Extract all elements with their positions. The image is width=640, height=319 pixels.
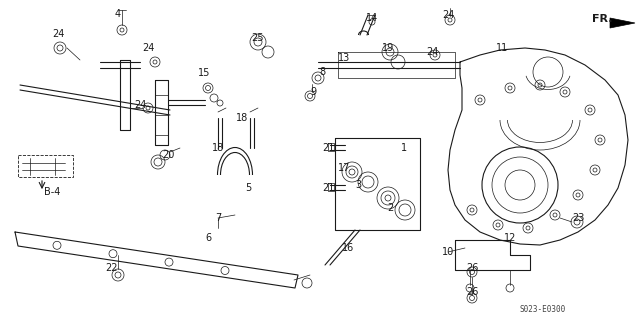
Text: 6: 6 — [205, 233, 211, 243]
Text: 25: 25 — [252, 33, 264, 43]
Text: 8: 8 — [319, 67, 325, 77]
Text: 3: 3 — [355, 180, 361, 190]
Text: 23: 23 — [572, 213, 584, 223]
Text: 5: 5 — [245, 183, 251, 193]
Text: 9: 9 — [310, 87, 316, 97]
Text: 22: 22 — [106, 263, 118, 273]
Text: FR.: FR. — [592, 14, 612, 24]
Text: 7: 7 — [215, 213, 221, 223]
Text: 21: 21 — [322, 143, 334, 153]
Text: 13: 13 — [338, 53, 350, 63]
Text: 18: 18 — [236, 113, 248, 123]
Text: 17: 17 — [338, 163, 350, 173]
Text: 10: 10 — [442, 247, 454, 257]
Text: 18: 18 — [212, 143, 224, 153]
Text: B-4: B-4 — [44, 187, 60, 197]
Text: 24: 24 — [442, 10, 454, 20]
Text: 26: 26 — [466, 263, 478, 273]
Text: S023-E0300: S023-E0300 — [520, 305, 566, 314]
Text: 1: 1 — [401, 143, 407, 153]
Text: 4: 4 — [115, 9, 121, 19]
Text: 15: 15 — [198, 68, 210, 78]
Text: 24: 24 — [52, 29, 64, 39]
Text: 19: 19 — [382, 43, 394, 53]
Text: 21: 21 — [322, 183, 334, 193]
Text: 26: 26 — [466, 287, 478, 297]
Text: 24: 24 — [142, 43, 154, 53]
Text: 16: 16 — [342, 243, 354, 253]
Polygon shape — [610, 18, 635, 28]
Text: 12: 12 — [504, 233, 516, 243]
Text: 2: 2 — [387, 203, 393, 213]
Text: 24: 24 — [134, 100, 146, 110]
Text: 20: 20 — [162, 150, 174, 160]
Bar — [18, 155, 73, 177]
Text: 14: 14 — [366, 13, 378, 23]
Text: 24: 24 — [426, 47, 438, 57]
Text: 11: 11 — [496, 43, 508, 53]
